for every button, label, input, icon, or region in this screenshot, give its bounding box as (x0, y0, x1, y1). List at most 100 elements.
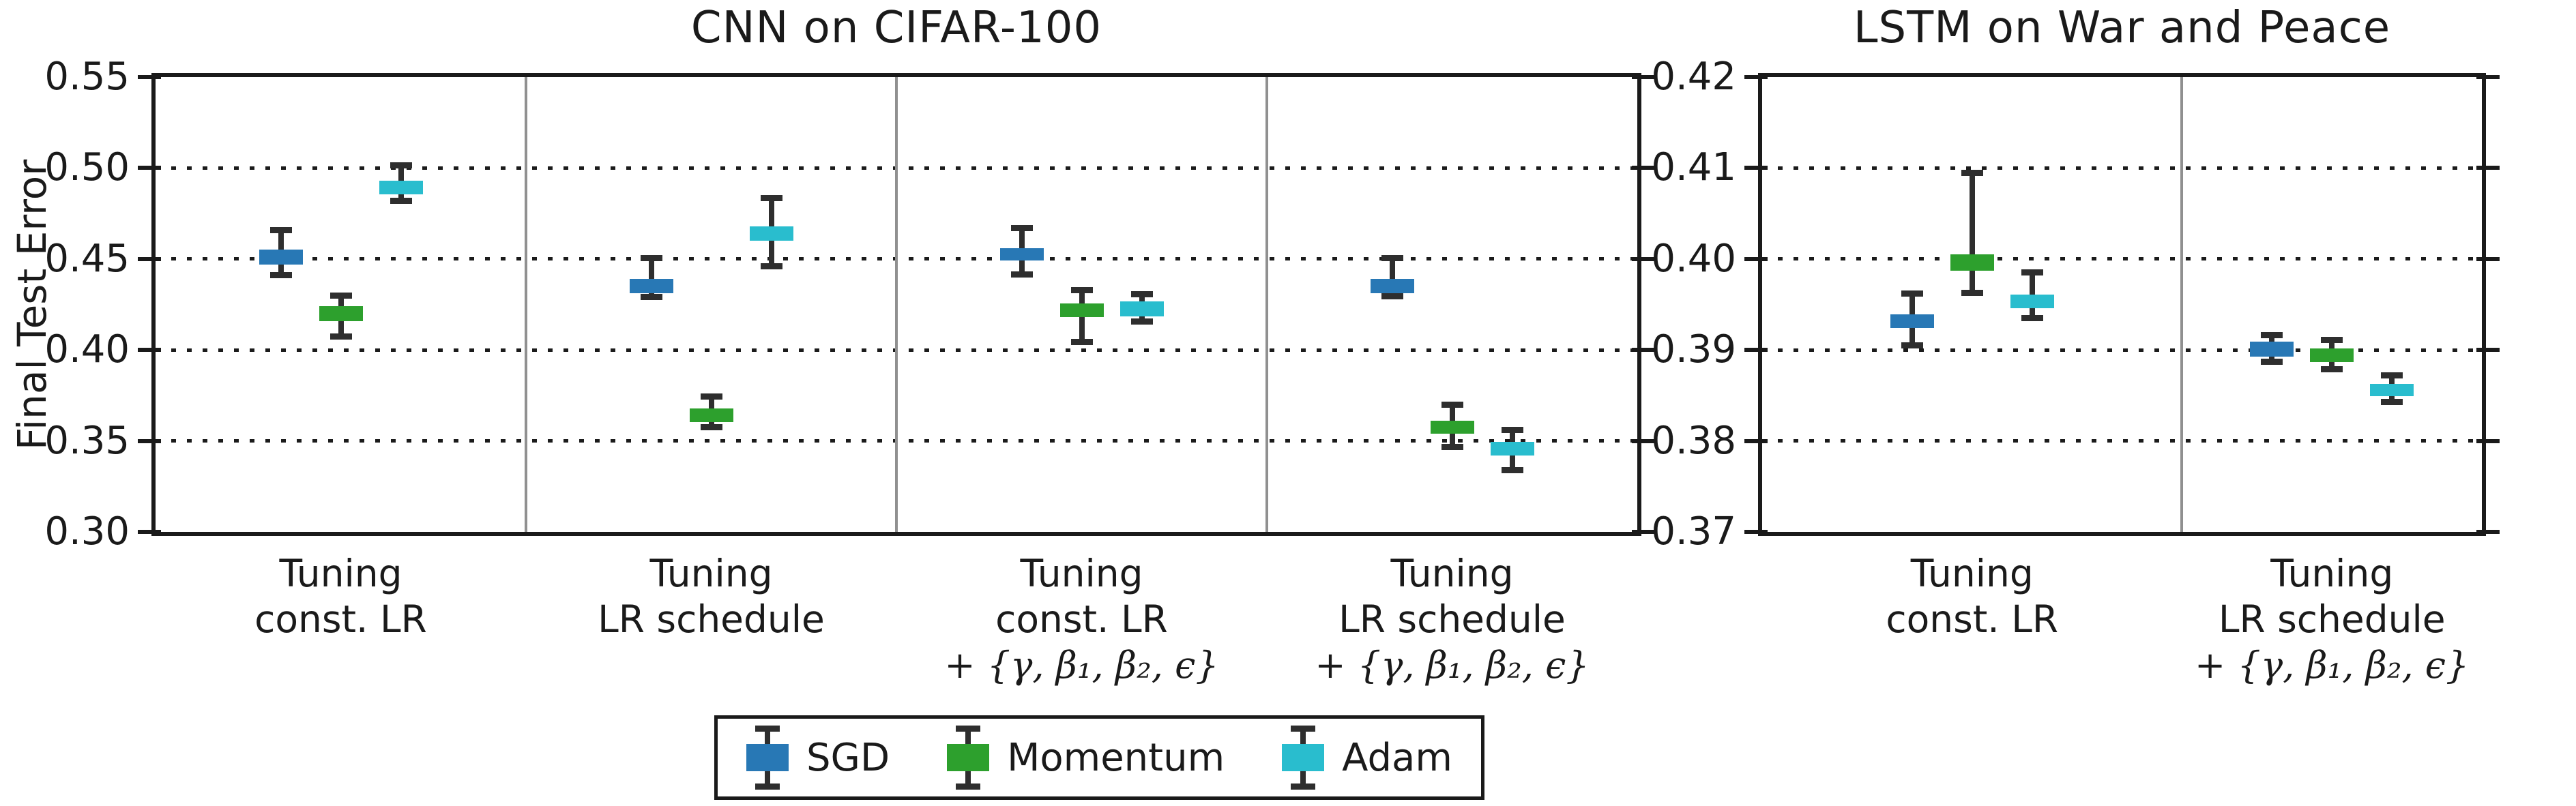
x-tick-label-line: Tuning (1020, 552, 1143, 595)
whisker-cap-top (330, 292, 352, 299)
whisker-cap-bottom (760, 263, 782, 269)
box-Adam (1490, 441, 1534, 456)
y-tick-left (138, 75, 161, 79)
x-tick-label-line: Tuning (1910, 552, 2034, 595)
boxplot-glyph-icon (1282, 726, 1325, 790)
y-tick-label: 0.45 (44, 236, 130, 281)
y-tick-right (2476, 438, 2500, 443)
whisker-cap-top (2021, 269, 2043, 276)
y-tick-left (1744, 75, 1768, 79)
box-SGD (2250, 342, 2294, 357)
y-tick-right (2476, 256, 2500, 261)
x-tick-label-line: LR schedule (598, 597, 825, 641)
box-SGD (999, 248, 1044, 261)
x-tick-label-line: Tuning (279, 552, 402, 595)
whisker-cap-bottom (1130, 318, 1153, 325)
whisker-cap-bottom (1961, 289, 1983, 296)
whisker-cap-top (1070, 286, 1093, 293)
x-tick-label-line: const. LR (254, 597, 427, 641)
y-tick-label: 0.30 (44, 509, 130, 554)
y-tick-right (1632, 75, 1655, 79)
whisker-cap-bottom (1441, 444, 1463, 451)
x-tick-label: Tuning const. LR (1693, 551, 2252, 642)
y-tick-label: 0.40 (44, 327, 130, 372)
x-tick-label-line: + {γ, β₁, β₂, ϵ} (2195, 644, 2470, 687)
y-tick-right (2476, 75, 2500, 79)
box-SGD (1370, 279, 1414, 294)
whisker-cap-bottom (2021, 315, 2043, 321)
boxplot-glyph-icon (746, 726, 789, 790)
box-SGD (259, 250, 303, 265)
legend-entry-sgd: SGD (746, 726, 890, 790)
left-plot-area: 0.55 0.50 0.45 0.40 0.35 0.30 Tuning const. LR T… (44, 55, 1655, 687)
legend-label: Adam (1342, 735, 1452, 780)
box-Adam (749, 226, 793, 241)
y-tick-label: 0.42 (1651, 55, 1736, 99)
box-SGD (1890, 314, 1934, 329)
y-tick-right (2476, 348, 2500, 353)
y-tick-left (138, 256, 161, 261)
whisker-cap-top (640, 254, 662, 261)
x-tick-label-line: Tuning (2270, 552, 2394, 595)
glyph-box (746, 744, 789, 771)
y-tick-right (1632, 166, 1655, 170)
whisker-Momentum (1969, 173, 1975, 293)
y-tick-right (1632, 438, 1655, 443)
whisker-cap-top (1441, 401, 1463, 408)
whisker-cap-bottom (1070, 338, 1093, 345)
legend: SGD Momentum Adam (714, 715, 1484, 800)
panel-divider (895, 77, 898, 532)
whisker-cap-bottom (390, 197, 412, 204)
y-tick-right (2476, 530, 2500, 534)
y-tick-left (1744, 438, 1768, 443)
glyph-cap-top (755, 726, 780, 732)
right-chart-title: LSTM on War and Peace (1853, 3, 2391, 53)
whisker-cap-top (1501, 427, 1523, 434)
glyph-box (947, 744, 990, 771)
x-tick-label-line: Tuning (649, 552, 773, 595)
y-tick-left (138, 348, 161, 353)
y-tick-label: 0.39 (1651, 327, 1736, 372)
x-tick-label-line: Tuning (1390, 552, 1514, 595)
whisker-cap-bottom (2321, 365, 2343, 372)
x-tick-label: Tuning LR schedule + {γ, β₁, β₂, ϵ} (1173, 551, 1732, 688)
legend-label: SGD (806, 735, 890, 780)
x-tick-label: Tuning const. LR (61, 551, 621, 642)
right-plot-area: 0.42 0.41 0.40 0.39 0.38 0.37 Tuning const. LR T… (1651, 55, 2500, 687)
glyph-cap-bottom (755, 783, 780, 790)
whisker-cap-bottom (1381, 293, 1403, 299)
y-tick-label: 0.50 (44, 145, 130, 190)
y-tick-left (138, 166, 161, 170)
y-tick-label: 0.35 (44, 418, 130, 463)
box-Momentum (319, 306, 363, 321)
box-Adam (379, 181, 423, 195)
whisker-cap-bottom (640, 294, 662, 301)
whisker-cap-top (2321, 337, 2343, 344)
y-tick-right (1632, 348, 1655, 353)
y-tick-left (1744, 256, 1768, 261)
box-Momentum (2310, 348, 2354, 362)
glyph-cap-bottom (956, 783, 981, 790)
whisker-cap-top (700, 393, 722, 400)
gridline (1762, 439, 2482, 443)
y-tick-label: 0.55 (44, 55, 130, 99)
whisker-cap-top (390, 162, 412, 168)
whisker-SGD (648, 258, 654, 297)
whisker-cap-top (269, 226, 292, 233)
x-tick-label-line: const. LR (995, 597, 1168, 641)
y-axis-label-text: Final Test Error (9, 159, 56, 450)
y-tick-label: 0.41 (1651, 145, 1736, 190)
whisker-cap-top (1381, 254, 1403, 261)
x-tick-label: Tuning const. LR + {γ, β₁, β₂, ϵ} (802, 551, 1362, 688)
x-tick-label: Tuning LR schedule + {γ, β₁, β₂, ϵ} (2052, 551, 2576, 688)
left-chart-title: CNN on CIFAR-100 (690, 3, 1102, 53)
y-tick-right (2476, 166, 2500, 170)
box-Adam (1119, 301, 1164, 316)
y-tick-left (138, 438, 161, 443)
y-tick-left (138, 530, 161, 534)
box-Momentum (689, 408, 733, 422)
glyph-cap-top (956, 726, 981, 732)
glyph-cap-bottom (1291, 783, 1316, 790)
panel-divider (525, 77, 527, 532)
panel-divider (2180, 77, 2184, 532)
